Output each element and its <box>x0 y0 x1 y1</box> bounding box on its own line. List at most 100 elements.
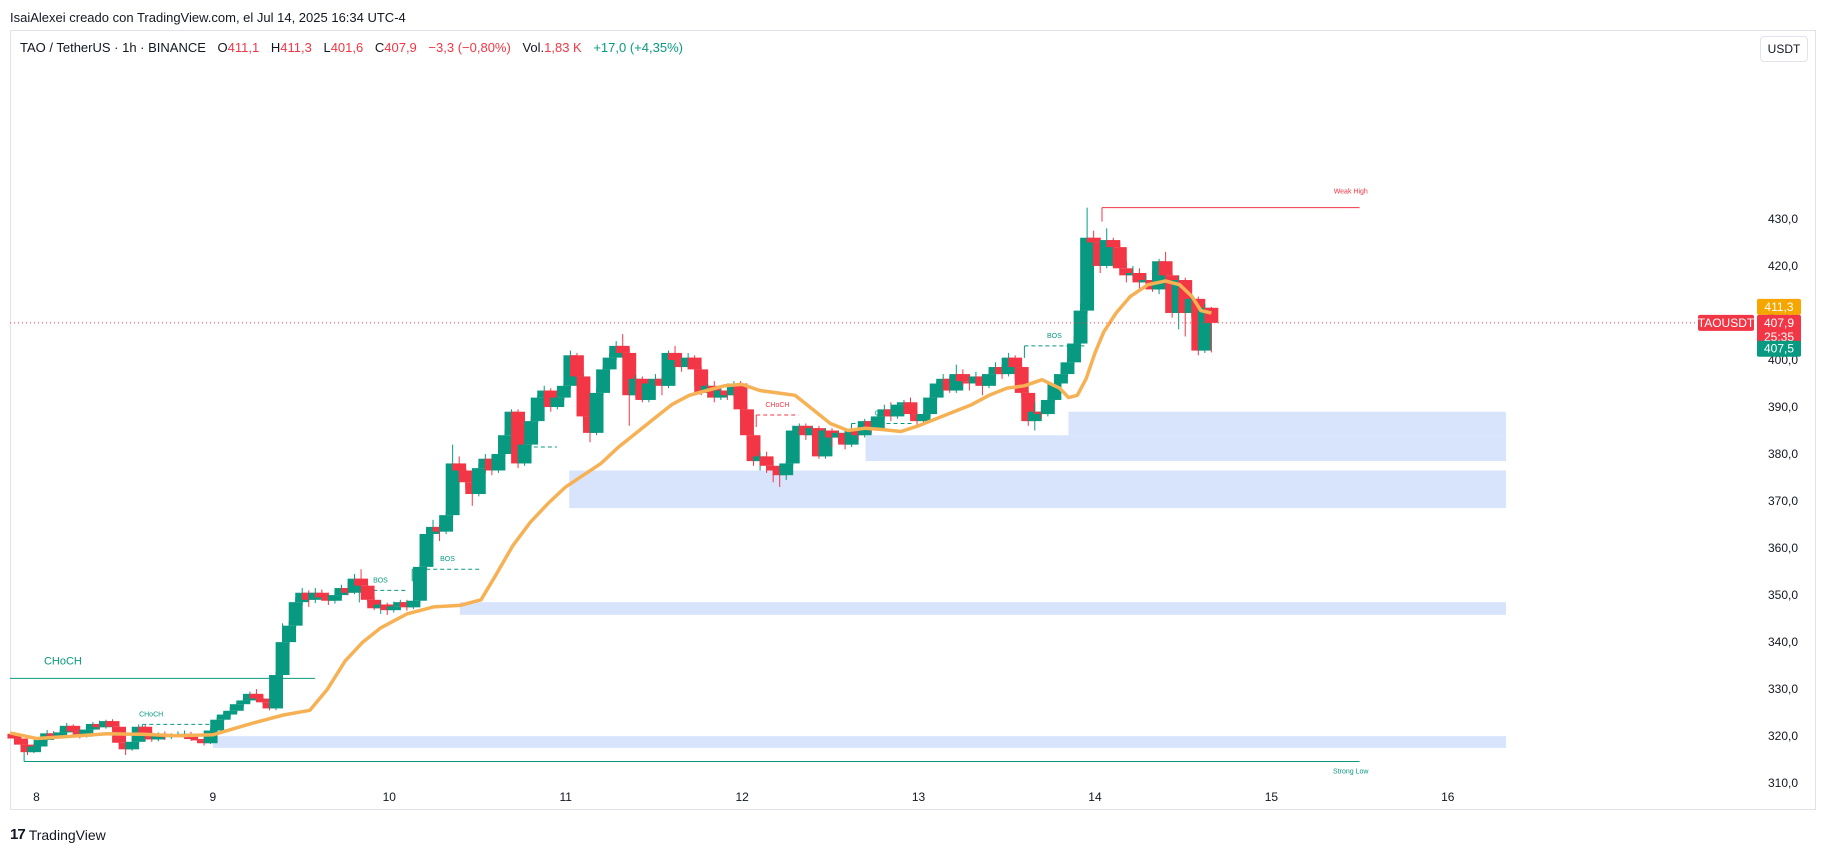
brand-label: TradingView <box>28 826 106 843</box>
candle-body <box>530 397 545 422</box>
close-label: C <box>374 40 385 55</box>
candle-body <box>733 383 748 410</box>
candle-79 <box>524 416 539 447</box>
candle-154 <box>1014 365 1029 398</box>
candle-body <box>53 732 68 738</box>
candle-164 <box>1080 207 1095 313</box>
close-price-tag-bg <box>1757 314 1801 345</box>
price-tick-2: 330,0 <box>1768 682 1798 696</box>
candle-112 <box>740 404 754 440</box>
candle-body <box>151 735 166 740</box>
weak-high-label: Weak High <box>1334 189 1368 196</box>
candle-body <box>1008 357 1023 368</box>
time-axis: 8 9 10 11 12 13 14 15 16 <box>33 790 1455 804</box>
candle-body <box>1027 411 1042 422</box>
candle-90 <box>596 367 611 396</box>
candle-body <box>1054 374 1068 384</box>
candle-170 <box>1119 261 1134 283</box>
candle-body <box>458 470 473 483</box>
candle-body <box>125 741 140 750</box>
candle-body <box>27 746 41 753</box>
candle-body <box>1067 343 1081 363</box>
demand-zone-2 <box>569 470 1506 509</box>
candle-body <box>955 374 970 382</box>
attribution-line: IsaiAlexei creado con TradingView.com, e… <box>10 10 406 25</box>
candle-body <box>314 592 329 598</box>
low-label: L <box>323 40 331 55</box>
price-tick-4: 350,0 <box>1768 588 1798 602</box>
candle-body <box>1119 268 1134 276</box>
high-price-tag: 411,3 <box>1757 298 1801 315</box>
time-tick-1: 9 <box>210 790 217 804</box>
candle-53 <box>354 569 369 589</box>
candle-body <box>982 374 996 386</box>
candle-body <box>916 414 931 422</box>
high-label: H <box>270 40 281 55</box>
price-tick-8: 390,0 <box>1768 400 1798 414</box>
price-tick-12: 430,0 <box>1768 212 1798 226</box>
candle-body <box>903 402 918 415</box>
tradingview-brand[interactable]: 17 TradingView <box>10 826 106 843</box>
candle-body <box>419 533 434 567</box>
candle-158 <box>1040 397 1055 417</box>
candle-body <box>275 642 290 676</box>
candle-body <box>445 463 460 516</box>
candle-62 <box>412 564 427 604</box>
currency-button[interactable]: USDT <box>1760 36 1808 62</box>
price-tick-3: 340,0 <box>1768 635 1798 649</box>
price-tick-1: 320,0 <box>1768 729 1798 743</box>
candle-body <box>229 704 244 711</box>
high-price-tag-text: 411,3 <box>1764 300 1793 314</box>
close-price-text: 407,9 <box>1764 316 1794 330</box>
candle-body <box>589 392 604 433</box>
candle-body <box>367 599 382 609</box>
candle-body <box>1106 240 1121 248</box>
price-tick-11: 420,0 <box>1768 259 1798 273</box>
structure-label-2: BOS <box>440 556 455 563</box>
candle-135 <box>890 402 905 419</box>
candle-body <box>256 698 270 703</box>
structure-label-6: BOS <box>1047 333 1062 340</box>
candle-body <box>576 376 591 417</box>
time-tick-0: 8 <box>33 790 40 804</box>
candle-body <box>746 435 761 462</box>
candle-body <box>452 463 467 471</box>
candle-71 <box>471 463 486 497</box>
symbol-legend: TAO / TetherUS · 1h · BINANCE O411,1 H41… <box>20 40 683 55</box>
candle-body <box>7 733 22 739</box>
countdown-text: 25:35 <box>1764 330 1794 344</box>
candle-89 <box>589 388 604 436</box>
candle-body <box>870 416 885 429</box>
candle-body <box>491 454 506 471</box>
candle-101 <box>668 345 682 363</box>
candle-119 <box>785 425 800 466</box>
choch-line-label: CHoCH <box>44 655 82 667</box>
candle-body <box>1040 399 1055 415</box>
symbol-title[interactable]: TAO / TetherUS · 1h · BINANCE <box>20 40 206 55</box>
candle-141 <box>929 381 944 400</box>
vol-change-value: +17,0 (+4,35%) <box>593 40 683 55</box>
time-tick-4: 12 <box>735 790 749 804</box>
demand-zone-4 <box>1068 411 1506 436</box>
candle-body <box>79 729 94 737</box>
time-tick-6: 14 <box>1088 790 1102 804</box>
candle-43 <box>288 597 303 629</box>
candle-body <box>890 404 905 417</box>
demand-zones <box>212 411 1507 748</box>
strong-low-label: Strong Low <box>1333 769 1369 776</box>
candle-body <box>210 719 225 731</box>
candle-body <box>779 463 794 476</box>
candle-body <box>386 606 401 611</box>
candle-body <box>1204 307 1219 323</box>
chart-pane[interactable] <box>10 30 1816 810</box>
candle-body <box>412 566 427 601</box>
candle-40 <box>269 672 283 711</box>
candle-body <box>524 421 539 445</box>
candle-body <box>602 357 617 370</box>
low-value: 401,6 <box>330 40 364 55</box>
open-label: O <box>217 40 228 55</box>
candle-body <box>1112 247 1127 269</box>
candle-body <box>216 714 231 720</box>
